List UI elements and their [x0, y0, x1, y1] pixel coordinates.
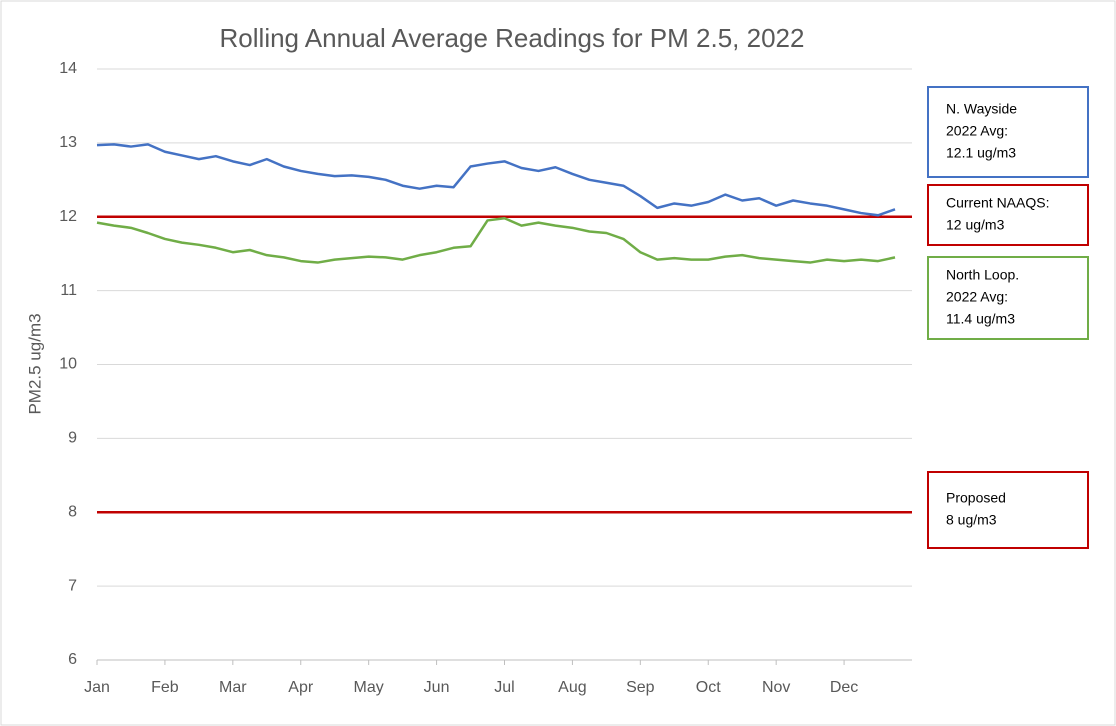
y-tick-label: 8	[68, 503, 77, 520]
annotation-text: 12 ug/m3	[946, 217, 1005, 233]
annotation-text: Current NAAQS:	[946, 195, 1049, 211]
x-tick-label: May	[354, 679, 384, 696]
annotation-text: N. Wayside	[946, 101, 1017, 117]
y-tick-label: 10	[59, 356, 77, 373]
annotation-text: 12.1 ug/m3	[946, 145, 1016, 161]
y-tick-label: 14	[59, 60, 77, 77]
x-tick-label: Dec	[830, 679, 858, 696]
y-tick-label: 11	[60, 282, 77, 299]
y-axis-label: PM2.5 ug/m3	[25, 313, 44, 414]
annotation-text: 2022 Avg:	[946, 123, 1008, 139]
annotation-text: 2022 Avg:	[946, 289, 1008, 305]
x-tick-label: Nov	[762, 679, 790, 696]
y-tick-label: 9	[68, 430, 77, 447]
x-tick-label: Jun	[424, 679, 450, 696]
annotation-text: Proposed	[946, 490, 1006, 506]
series-line	[96, 216, 896, 264]
x-tick-label: Mar	[219, 679, 247, 696]
annotation-box	[927, 471, 1089, 549]
x-tick-label: Sep	[626, 679, 655, 696]
x-tick-label: Jul	[494, 679, 514, 696]
y-tick-label: 13	[59, 134, 77, 151]
x-tick-label: Apr	[288, 679, 314, 696]
y-tick-label: 7	[68, 577, 77, 594]
x-tick-label: Aug	[558, 679, 586, 696]
x-tick-label: Feb	[151, 679, 179, 696]
y-tick-label: 6	[68, 651, 77, 668]
annotation-box	[927, 86, 1089, 178]
x-tick-label: Jan	[84, 679, 110, 696]
annotation-text: 11.4 ug/m3	[946, 311, 1015, 327]
annotation-text: 8 ug/m3	[946, 512, 997, 528]
annotation-box	[927, 184, 1089, 246]
series-line	[96, 143, 896, 217]
annotation-text: North Loop.	[946, 267, 1019, 283]
chart-title: Rolling Annual Average Readings for PM 2…	[220, 23, 805, 53]
y-tick-label: 12	[59, 208, 77, 225]
annotation-box	[927, 256, 1089, 340]
x-tick-label: Oct	[696, 679, 721, 696]
